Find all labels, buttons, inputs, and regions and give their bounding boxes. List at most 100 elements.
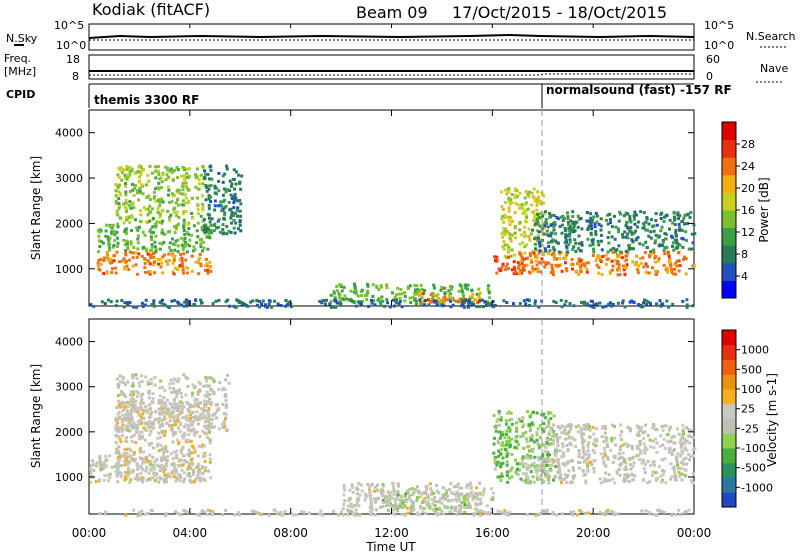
heatmap-cell [129, 412, 133, 416]
heatmap-cell [551, 267, 554, 271]
heatmap-cell [188, 475, 192, 478]
heatmap-cell [681, 299, 685, 303]
heatmap-cell [159, 443, 163, 447]
heatmap-cell [190, 216, 194, 220]
heatmap-cell [490, 507, 494, 511]
heatmap-cell [565, 475, 569, 479]
heatmap-cell [535, 433, 539, 437]
heatmap-cell [189, 416, 193, 420]
heatmap-cell [624, 479, 628, 483]
heatmap-cell [346, 513, 349, 516]
heatmap-cell [122, 452, 126, 456]
heatmap-cell [127, 268, 131, 271]
heatmap-cell [196, 462, 200, 466]
heatmap-cell [158, 418, 162, 422]
heatmap-cell [182, 405, 186, 409]
heatmap-cell [202, 414, 206, 418]
heatmap-cell [139, 422, 143, 426]
heatmap-cell [91, 463, 95, 467]
heatmap-cell [673, 263, 677, 266]
heatmap-cell [161, 429, 165, 433]
heatmap-cell [633, 222, 637, 226]
heatmap-cell [460, 486, 463, 490]
heatmap-cell [187, 433, 191, 437]
heatmap-cell [124, 193, 128, 197]
heatmap-cell [442, 302, 446, 306]
heatmap-cell [685, 439, 689, 443]
heatmap-cell [175, 227, 178, 231]
heatmap-cell [593, 459, 597, 463]
heatmap-cell [354, 513, 358, 517]
heatmap-cell [124, 249, 128, 252]
heatmap-cell [187, 409, 191, 413]
heatmap-cell [168, 215, 171, 219]
heatmap-cell [196, 465, 200, 469]
heatmap-cell [391, 481, 394, 485]
heatmap-cell [608, 270, 612, 274]
heatmap-cell [187, 227, 191, 231]
heatmap-cell [553, 258, 557, 262]
heatmap-cell [333, 295, 337, 299]
heatmap-cell [202, 453, 206, 457]
nsky-tick-bottom: 10^0 [56, 39, 86, 52]
heatmap-cell [684, 257, 688, 261]
heatmap-cell [615, 268, 619, 272]
heatmap-cell [596, 253, 600, 257]
heatmap-cell [675, 427, 679, 431]
heatmap-cell [114, 183, 118, 186]
heatmap-cell [124, 456, 128, 460]
heatmap-cell [557, 264, 561, 268]
heatmap-cell [128, 190, 132, 193]
heatmap-cell [151, 476, 154, 480]
heatmap-cell [213, 204, 217, 208]
heatmap-cell [399, 502, 403, 505]
heatmap-cell [163, 407, 167, 411]
heatmap-cell [125, 218, 129, 222]
heatmap-cell [126, 409, 130, 413]
heatmap-cell [501, 433, 505, 437]
heatmap-cell [145, 457, 149, 461]
heatmap-cell [531, 475, 535, 479]
heatmap-cell [161, 298, 164, 302]
heatmap-cell [352, 301, 356, 304]
heatmap-cell [159, 456, 163, 460]
heatmap-cell [216, 403, 220, 407]
nave-trace [89, 73, 694, 76]
heatmap-cell [558, 448, 562, 452]
heatmap-cell [625, 263, 629, 267]
heatmap-cell [619, 212, 623, 216]
heatmap-cell [276, 302, 280, 306]
heatmap-cell [464, 506, 468, 509]
heatmap-cell [690, 247, 694, 251]
heatmap-cell [166, 185, 170, 189]
heatmap-cell [148, 453, 152, 457]
heatmap-cell [423, 496, 427, 500]
heatmap-cell [415, 284, 419, 288]
heatmap-cell [510, 417, 514, 421]
heatmap-cell [158, 464, 162, 468]
heatmap-cell [673, 223, 677, 227]
heatmap-cell [578, 260, 582, 263]
heatmap-cell [169, 213, 173, 217]
heatmap-cell [604, 464, 608, 468]
heatmap-cell [586, 422, 590, 426]
heatmap-cell [339, 283, 343, 287]
heatmap-cell [137, 437, 141, 441]
heatmap-cell [652, 463, 656, 467]
heatmap-cell [136, 241, 140, 245]
heatmap-cell [178, 257, 182, 261]
heatmap-cell [113, 233, 117, 237]
heatmap-cell [561, 442, 565, 446]
heatmap-cell [171, 381, 175, 385]
heatmap-cell [383, 304, 387, 308]
heatmap-cell [98, 479, 101, 483]
heatmap-cell [157, 420, 161, 424]
heatmap-cell [181, 188, 185, 192]
heatmap-cell [409, 506, 413, 510]
heatmap-cell [616, 512, 620, 516]
heatmap-cell [502, 240, 506, 244]
heatmap-cell [118, 374, 122, 378]
heatmap-cell [647, 271, 651, 275]
heatmap-cell [196, 167, 199, 171]
